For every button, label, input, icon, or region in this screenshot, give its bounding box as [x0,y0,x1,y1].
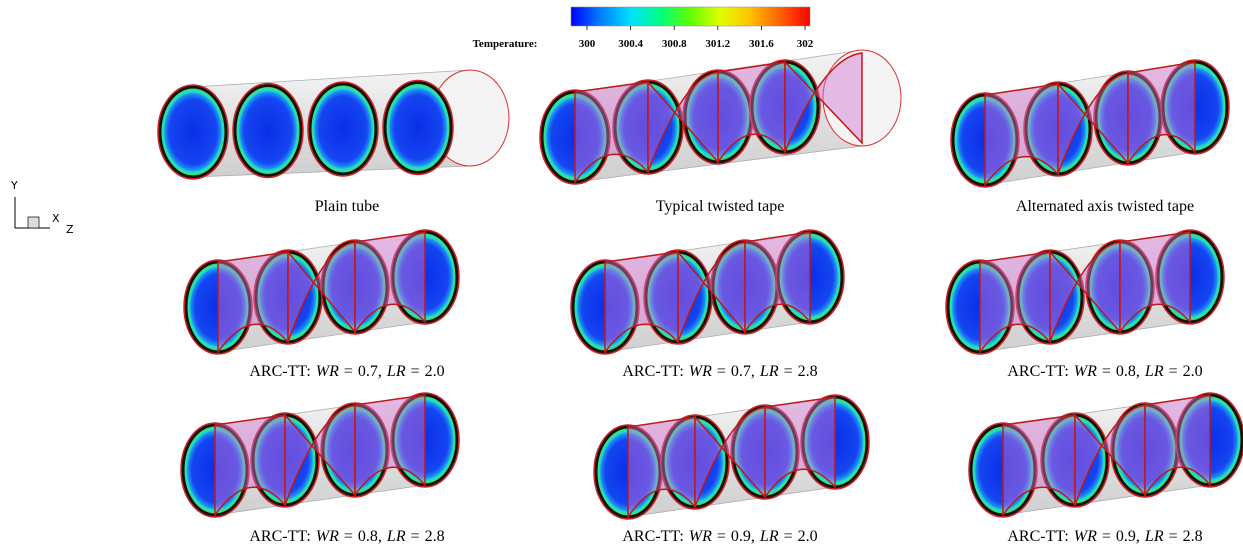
caption-part: 2.8 [425,528,445,545]
caption-part: 2.0 [798,528,818,545]
caption-part: = [1169,363,1178,380]
caption-part: 2.8 [798,363,818,380]
caption-part: = [411,528,420,545]
caption-part: LR [387,363,406,380]
caption-part: LR [760,363,779,380]
panel-caption: ARC-TT: WR = 0.9, LR = 2.0 [540,528,900,546]
caption-part: LR [1145,363,1164,380]
caption-part: 2.8 [1183,528,1203,545]
colorbar-label: Temperature: [473,38,538,50]
caption-part: Plain tube [315,198,379,215]
colorbar-tick-label: 300 [579,38,596,50]
colorbar-tick-label: 301.6 [749,38,774,50]
caption-part: WR [689,363,712,380]
tube-render [951,60,1229,187]
tube-render [969,393,1243,517]
panel-caption: ARC-TT: WR = 0.8, LR = 2.8 [167,528,527,546]
caption-part: = [344,528,353,545]
caption-part: WR [316,528,339,545]
cross-section [160,87,226,177]
caption-part: ARC-TT: [249,363,310,380]
tube-render [540,50,901,184]
caption-part: WR [689,528,712,545]
colorbar-tick-label: 301.2 [705,38,730,50]
caption-part: LR [760,528,779,545]
tube-render [946,230,1224,354]
figure-canvas: Temperature: Y X Z 300 300.4 300.8 301.2 301… [0,0,1243,554]
tube-render [571,230,844,354]
tube-render [181,393,459,517]
panel-caption: Typical twisted tape [540,198,900,216]
caption-part: LR [387,528,406,545]
axis-label: Y [10,179,18,192]
caption-part: = [344,363,353,380]
caption-part: = [1102,528,1111,545]
caption-part: ARC-TT: [1007,528,1068,545]
tube-render [594,395,869,519]
tube-render [184,230,459,354]
caption-part: = [717,528,726,545]
caption-part: 0.7, [731,363,755,380]
panel-caption: ARC-TT: WR = 0.9, LR = 2.8 [925,528,1243,546]
caption-part: = [784,528,793,545]
caption-part: Typical twisted tape [656,198,785,215]
caption-part: 0.7, [358,363,382,380]
colorbar [571,7,810,26]
panel-caption: ARC-TT: WR = 0.8, LR = 2.0 [925,363,1243,381]
caption-part: = [784,363,793,380]
caption-part: 0.8, [1116,363,1140,380]
axis-label: X [52,212,60,225]
caption-part: = [717,363,726,380]
colorbar-tick-label: 302 [797,38,814,50]
axes-triad: Y X Z [10,179,74,236]
caption-part: = [411,363,420,380]
figure: Temperature: Y X Z 300 300.4 300.8 301.2 301… [0,0,1243,554]
caption-part: WR [1074,528,1097,545]
caption-part: = [1169,528,1178,545]
panel-caption: Alternated axis twisted tape [925,198,1243,216]
panel-caption: Plain tube [167,198,527,216]
cross-section [310,84,376,174]
caption-part: 0.9, [1116,528,1140,545]
caption-part: 0.8, [358,528,382,545]
cross-section [385,83,451,173]
panel-caption: ARC-TT: WR = 0.7, LR = 2.0 [167,363,527,381]
caption-part: ARC-TT: [622,528,683,545]
caption-part: 2.0 [425,363,445,380]
axis-label: Z [66,223,74,236]
panel-caption: ARC-TT: WR = 0.7, LR = 2.8 [540,363,900,381]
cross-section [235,86,301,176]
caption-part: = [1102,363,1111,380]
caption-part: LR [1145,528,1164,545]
caption-part: WR [316,363,339,380]
caption-part: ARC-TT: [249,528,310,545]
colorbar-tick-label: 300.4 [618,38,643,50]
caption-part: ARC-TT: [622,363,683,380]
caption-part: Alternated axis twisted tape [1016,198,1194,215]
caption-part: 0.9, [731,528,755,545]
caption-part: WR [1074,363,1097,380]
caption-part: ARC-TT: [1007,363,1068,380]
caption-part: 2.0 [1183,363,1203,380]
colorbar-tick-label: 300.8 [662,38,687,50]
tube-render [158,70,509,179]
